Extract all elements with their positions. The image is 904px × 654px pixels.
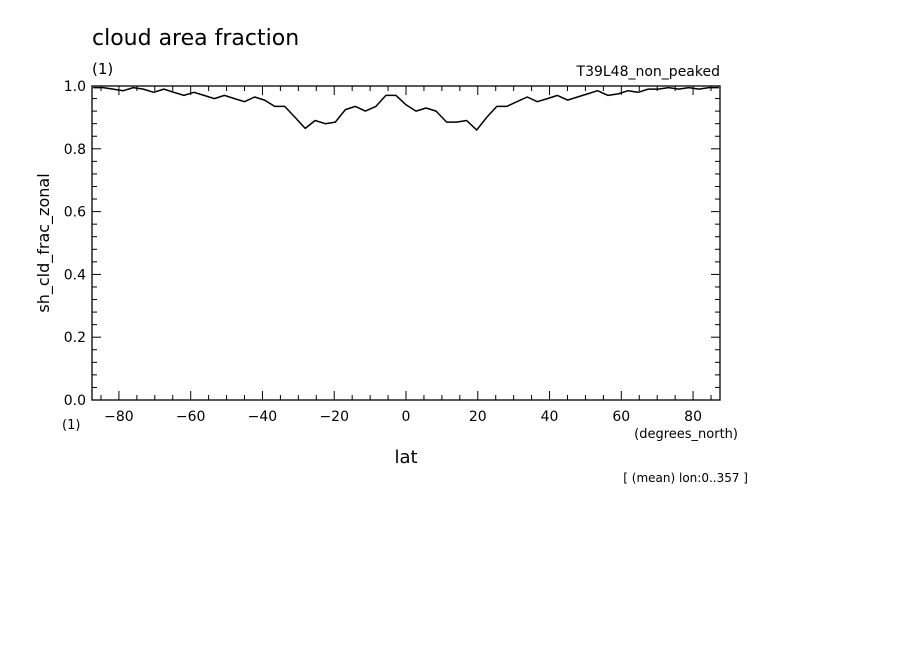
y-tick-label: 0.8 (64, 142, 86, 158)
x-axis-label: lat (394, 447, 417, 468)
x-units-label: (degrees_north) (634, 427, 738, 442)
x-axis-ticks: −80 −60 −40 −20 0 20 40 60 80 (100, 86, 712, 425)
y-tick-label: 0.6 (64, 205, 86, 221)
y-tick-label: 1.0 (64, 79, 86, 95)
experiment-label: T39L48_non_peaked (576, 64, 720, 80)
footnote: [ (mean) lon:0..357 ] (623, 471, 748, 485)
series-line (93, 86, 719, 131)
y-tick-label: 0.2 (64, 330, 86, 346)
y-axis-label: sh_cld_frac_zonal (34, 173, 54, 312)
y-tick-label: 0.4 (64, 267, 86, 283)
x-tick-label: −80 (104, 409, 134, 425)
x-tick-label: −20 (319, 409, 349, 425)
y-axis-ticks: 0.0 0.2 0.4 0.6 0.8 1.0 (64, 79, 720, 409)
x-tick-label: 80 (684, 409, 702, 425)
x-tick-label: −40 (248, 409, 278, 425)
title-units-label: (1) (92, 60, 113, 78)
x-tick-label: 0 (402, 409, 411, 425)
x-tick-label: −60 (176, 409, 206, 425)
x-tick-label: 20 (469, 409, 487, 425)
y-units-label: (1) (62, 418, 80, 433)
x-tick-label: 40 (541, 409, 559, 425)
x-tick-label: 60 (612, 409, 630, 425)
plot-frame (91, 85, 721, 401)
y-tick-label: 0.0 (64, 393, 86, 409)
series-group (93, 86, 719, 131)
chart-title: cloud area fraction (92, 26, 299, 51)
